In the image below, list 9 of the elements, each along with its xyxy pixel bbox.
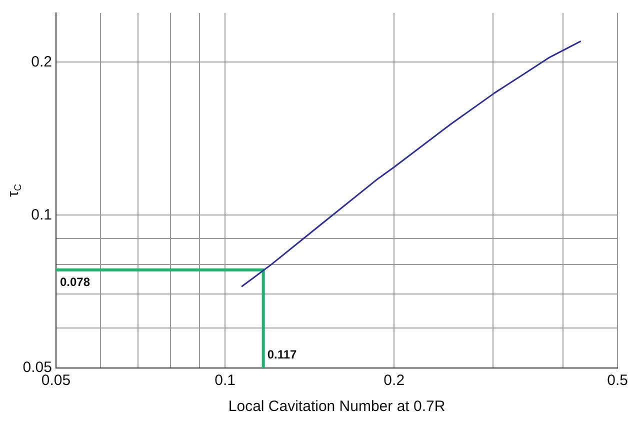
y-tick-label: 0.2 — [31, 53, 52, 70]
annotation: 0.117 — [267, 347, 298, 362]
x-tick-label: 0.5 — [607, 372, 628, 390]
y-axis-title: τC — [5, 184, 24, 197]
x-tick-label: 0.2 — [384, 372, 405, 390]
annotation: 0.078 — [60, 275, 90, 290]
y-tick-label: 0.1 — [31, 206, 52, 224]
x-tick-label: 0.1 — [214, 372, 236, 390]
x-axis-title: Local Cavitation Number at 0.7R — [228, 398, 446, 416]
